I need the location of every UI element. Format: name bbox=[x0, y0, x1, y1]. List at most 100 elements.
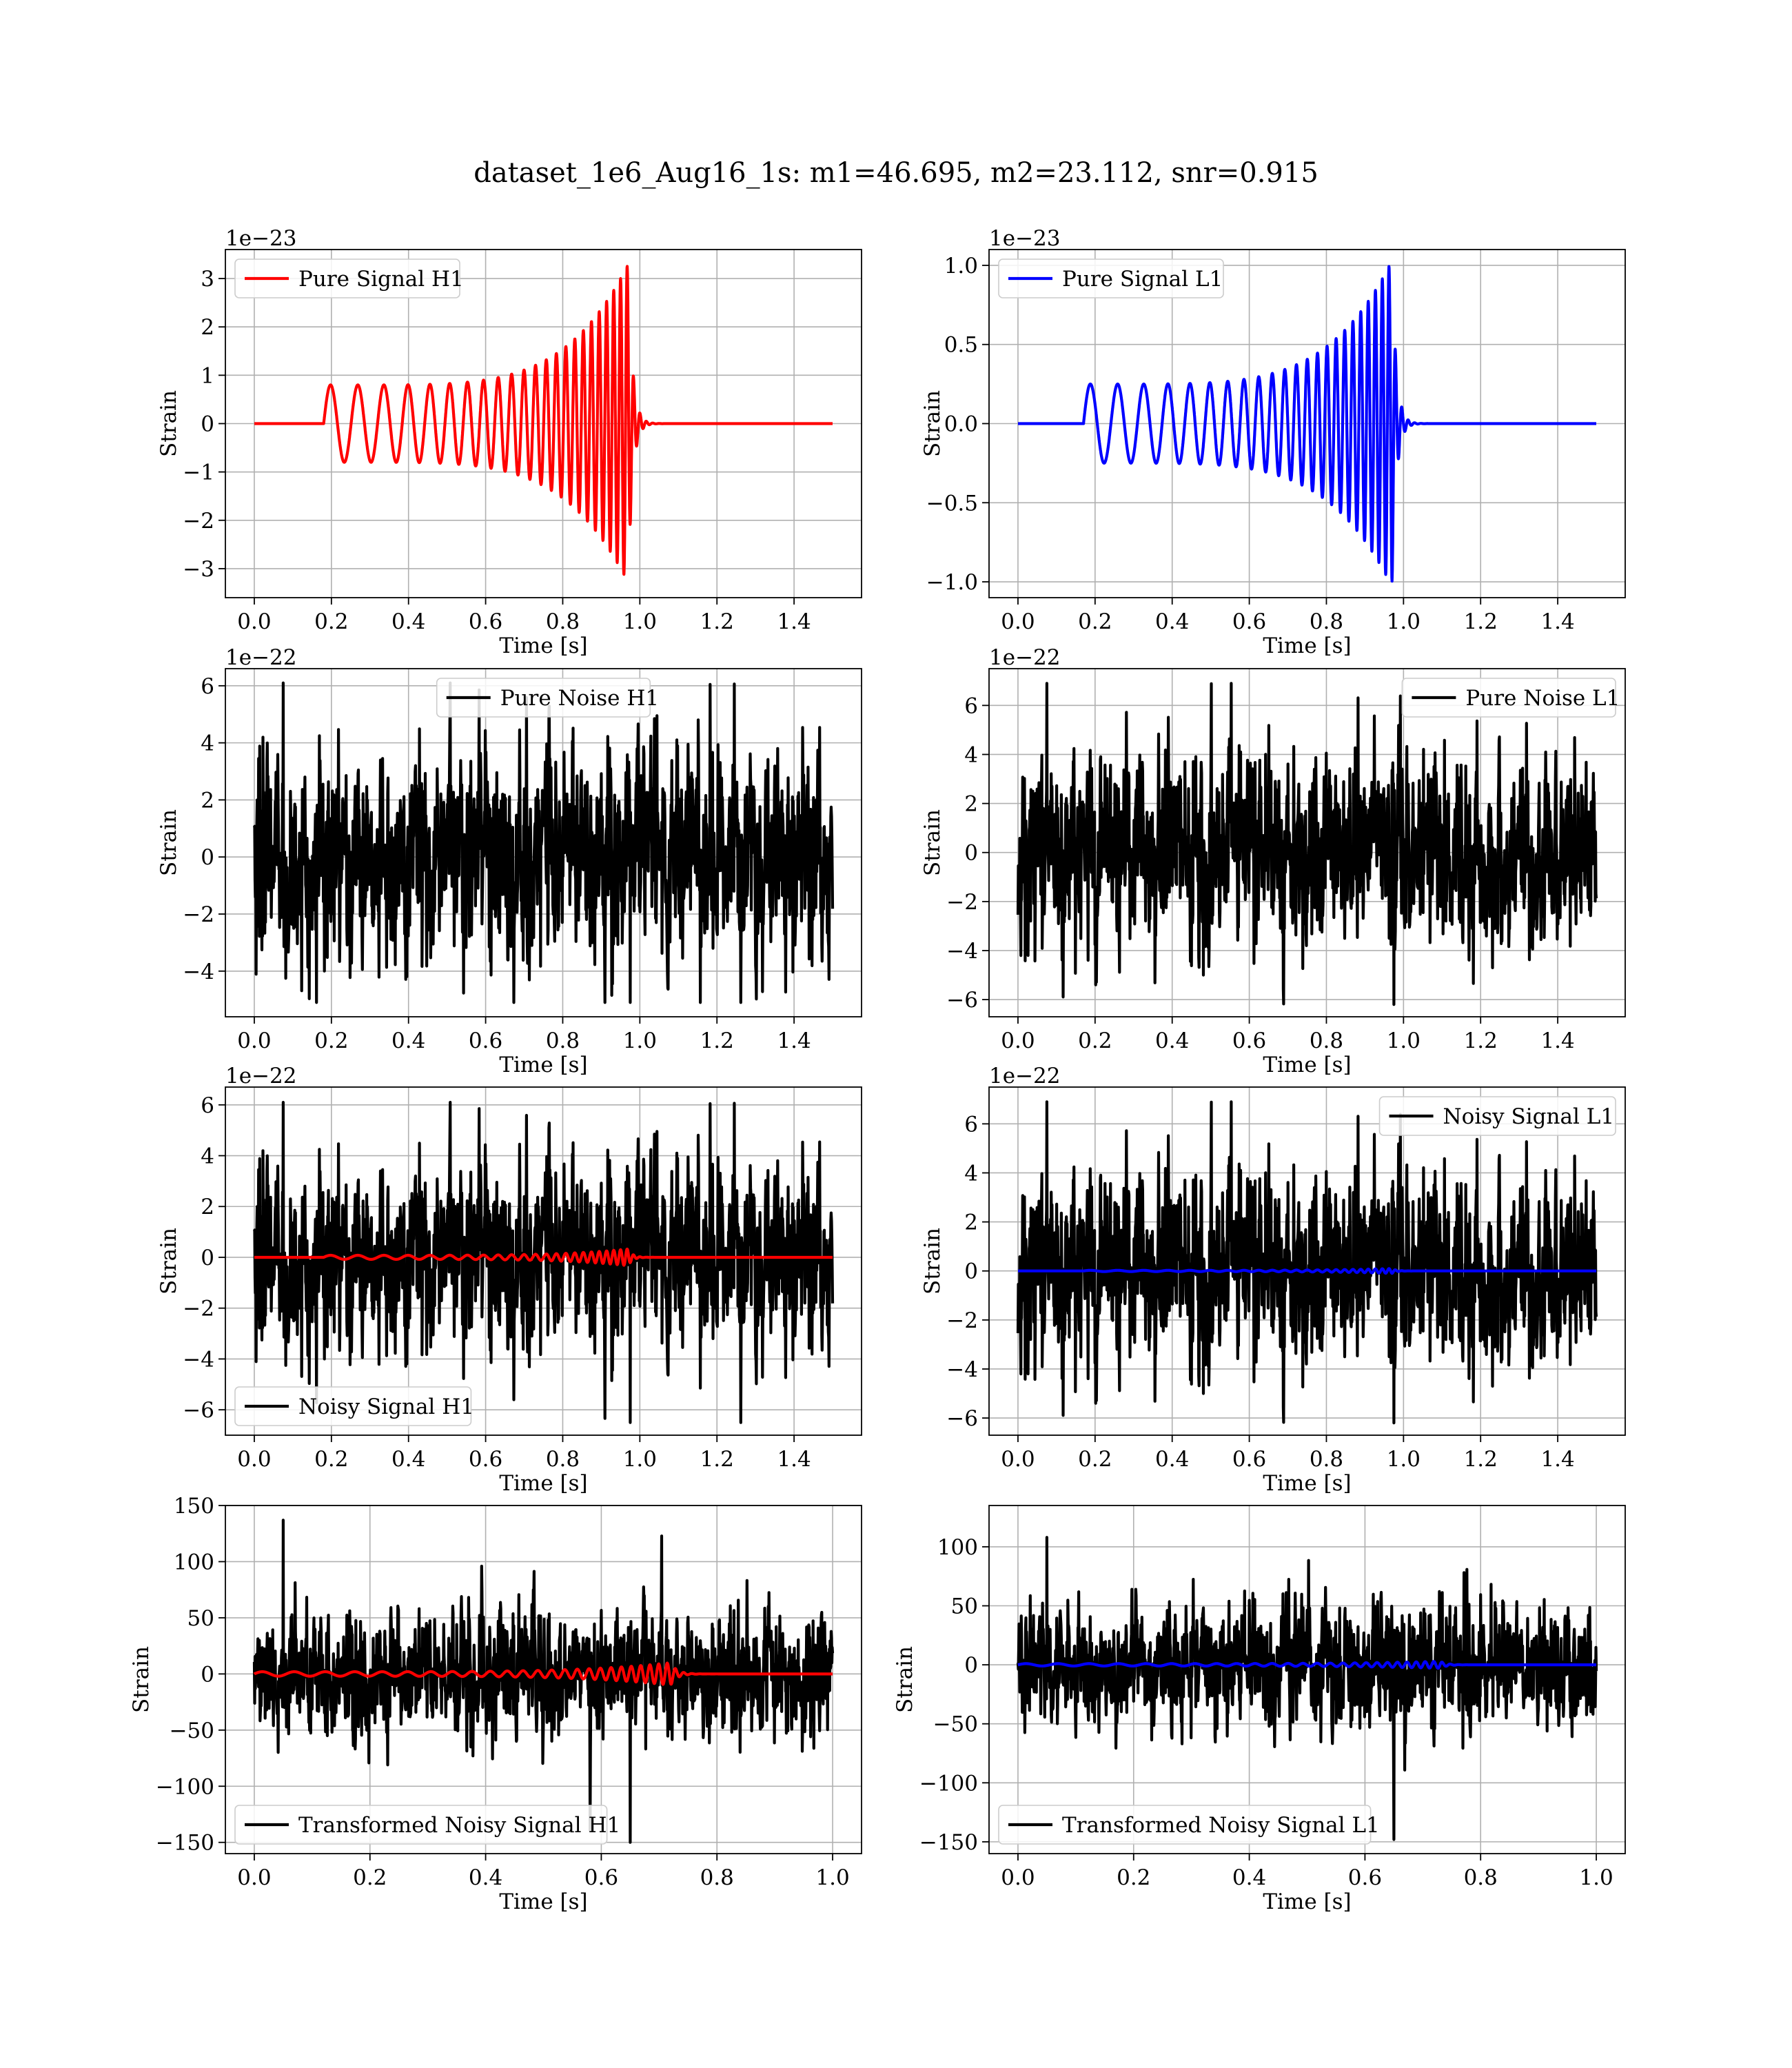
x-tick-label: 0.8 bbox=[1464, 1865, 1498, 1890]
y-tick-label: 0 bbox=[964, 1653, 978, 1678]
x-tick-label: 0.8 bbox=[546, 1447, 580, 1472]
x-tick-label: 0.6 bbox=[469, 1447, 502, 1472]
x-tick-label: 1.0 bbox=[1387, 609, 1421, 634]
y-tick-label: 2 bbox=[201, 1195, 214, 1219]
x-tick-label: 0.2 bbox=[314, 1028, 348, 1053]
panel-noisy-signal-l1: 0.0 0.2 0.4 0.6 0.8 1.0 1.2 1.4 6 4 2 0 −2 −4 −6 Time [… bbox=[920, 1064, 1626, 1496]
x-tick-label: 1.2 bbox=[700, 609, 734, 634]
offset-text: 1e−23 bbox=[225, 226, 297, 251]
x-axis-label: Time [s] bbox=[499, 633, 587, 658]
x-axis-label: Time [s] bbox=[499, 1053, 587, 1077]
y-tick-label: −50 bbox=[933, 1712, 978, 1737]
offset-text: 1e−22 bbox=[989, 645, 1061, 670]
y-tick-label: −150 bbox=[156, 1831, 214, 1856]
x-axis-label: Time [s] bbox=[499, 1471, 587, 1496]
y-axis-label: Strain bbox=[920, 1228, 945, 1295]
series-line-overlay-1 bbox=[1018, 1267, 1598, 1275]
y-tick-label: 1 bbox=[201, 363, 214, 388]
y-axis-label: Strain bbox=[129, 1646, 154, 1713]
y-tick-label: 2 bbox=[201, 315, 214, 340]
offset-text: 1e−22 bbox=[989, 1064, 1061, 1088]
y-axis-label: Strain bbox=[893, 1646, 917, 1713]
y-tick-label: 0.0 bbox=[944, 412, 978, 437]
legend-label: Noisy Signal H1 bbox=[298, 1395, 474, 1419]
plot-area bbox=[253, 1101, 835, 1424]
figure-title: dataset_1e6_Aug16_1s: m1=46.695, m2=23.1… bbox=[474, 157, 1318, 189]
series-line-transformed-noisy-signal-l1 bbox=[1016, 1536, 1598, 1841]
x-tick-label: 0.4 bbox=[1155, 1447, 1189, 1472]
legend-box bbox=[234, 1805, 608, 1845]
y-tick-label: 4 bbox=[201, 1144, 214, 1169]
x-tick-label: 0.0 bbox=[237, 1028, 271, 1053]
y-axis-label: Strain bbox=[920, 809, 945, 876]
plot-area bbox=[252, 1519, 835, 1844]
x-tick-label: 0.6 bbox=[469, 1028, 502, 1053]
axes-frame bbox=[225, 1505, 862, 1854]
legend-label: Transformed Noisy Signal L1 bbox=[1062, 1813, 1380, 1838]
x-tick-label: 1.4 bbox=[777, 609, 811, 634]
series-line-pure-noise-h1 bbox=[252, 681, 835, 1004]
x-tick-label: 0.0 bbox=[1001, 1865, 1035, 1890]
legend: Transformed Noisy Signal L1 bbox=[998, 1805, 1380, 1845]
x-tick-label: 0.2 bbox=[1078, 1447, 1112, 1472]
x-tick-label: 1.4 bbox=[777, 1447, 811, 1472]
y-tick-label: −150 bbox=[919, 1830, 978, 1855]
y-tick-label: 0 bbox=[201, 845, 214, 870]
y-tick-label: 0 bbox=[201, 1246, 214, 1270]
x-tick-label: 1.0 bbox=[623, 1447, 657, 1472]
y-axis-label: Strain bbox=[920, 390, 945, 457]
y-axis-label: Strain bbox=[156, 390, 181, 457]
y-tick-label: 50 bbox=[951, 1594, 978, 1619]
y-tick-label: −6 bbox=[946, 988, 978, 1013]
series-line-pure-signal-h1 bbox=[254, 265, 834, 576]
plot-area bbox=[1016, 682, 1598, 1006]
y-tick-label: −4 bbox=[946, 939, 978, 964]
x-tick-label: 0.0 bbox=[237, 1865, 271, 1890]
panel-transformed-noisy-signal-h1: 0.0 0.2 0.4 0.6 0.8 1.0 150 100 50 0 −50 −100 −150 Ti… bbox=[129, 1494, 862, 1914]
x-axis-label: Time [s] bbox=[1263, 1053, 1351, 1077]
x-tick-label: 1.0 bbox=[1387, 1028, 1421, 1053]
x-tick-label: 1.0 bbox=[623, 609, 657, 634]
legend-box bbox=[1401, 678, 1616, 718]
axes-frame bbox=[988, 1086, 1626, 1436]
legend-label: Transformed Noisy Signal H1 bbox=[298, 1813, 620, 1838]
series-line-overlay-1 bbox=[1017, 1660, 1598, 1670]
x-tick-label: 0.0 bbox=[237, 609, 271, 634]
y-tick-label: −2 bbox=[946, 1308, 978, 1333]
x-tick-label: 1.4 bbox=[1540, 1447, 1574, 1472]
y-tick-label: −1.0 bbox=[926, 570, 978, 595]
x-tick-label: 1.2 bbox=[1464, 609, 1498, 634]
y-tick-label: 150 bbox=[174, 1494, 214, 1519]
legend: Pure Noise H1 bbox=[436, 678, 659, 718]
legend: Pure Signal H1 bbox=[234, 258, 464, 298]
y-tick-label: −0.5 bbox=[926, 491, 978, 516]
y-axis-label: Strain bbox=[156, 1228, 181, 1295]
panel-noisy-signal-h1: 0.0 0.2 0.4 0.6 0.8 1.0 1.2 1.4 6 4 2 0 −2 −4 −6 Time [… bbox=[156, 1064, 862, 1496]
legend: Pure Noise L1 bbox=[1401, 678, 1620, 718]
legend-label: Pure Signal H1 bbox=[298, 267, 464, 292]
y-tick-label: 2 bbox=[964, 792, 978, 817]
y-tick-label: 4 bbox=[201, 731, 214, 756]
y-tick-label: −100 bbox=[156, 1774, 214, 1799]
y-tick-label: 6 bbox=[964, 1112, 978, 1137]
x-tick-label: 0.6 bbox=[1232, 1447, 1266, 1472]
x-tick-label: 0.4 bbox=[1155, 1028, 1189, 1053]
legend-box bbox=[436, 678, 651, 718]
x-tick-label: 0.8 bbox=[1310, 1028, 1343, 1053]
legend-box bbox=[998, 258, 1224, 298]
panel-pure-noise-h1: 0.0 0.2 0.4 0.6 0.8 1.0 1.2 1.4 6 4 2 0 −2 −4 Time [s]… bbox=[156, 645, 862, 1077]
plot-area bbox=[254, 265, 834, 576]
legend-label: Pure Noise L1 bbox=[1465, 686, 1620, 711]
y-tick-label: 6 bbox=[201, 1093, 214, 1118]
x-tick-label: 0.2 bbox=[353, 1865, 387, 1890]
x-tick-label: 0.6 bbox=[1348, 1865, 1382, 1890]
x-tick-label: 0.4 bbox=[391, 1447, 425, 1472]
x-tick-label: 0.6 bbox=[1232, 609, 1266, 634]
series-line-overlay-1 bbox=[253, 1661, 834, 1686]
x-axis-label: Time [s] bbox=[1263, 1889, 1351, 1914]
legend-box bbox=[1378, 1096, 1616, 1136]
legend-label: Pure Signal L1 bbox=[1062, 267, 1223, 292]
series-line-noisy-signal-h1 bbox=[253, 1101, 835, 1424]
x-tick-label: 0.2 bbox=[314, 609, 348, 634]
series-line-overlay-1 bbox=[254, 1247, 834, 1267]
